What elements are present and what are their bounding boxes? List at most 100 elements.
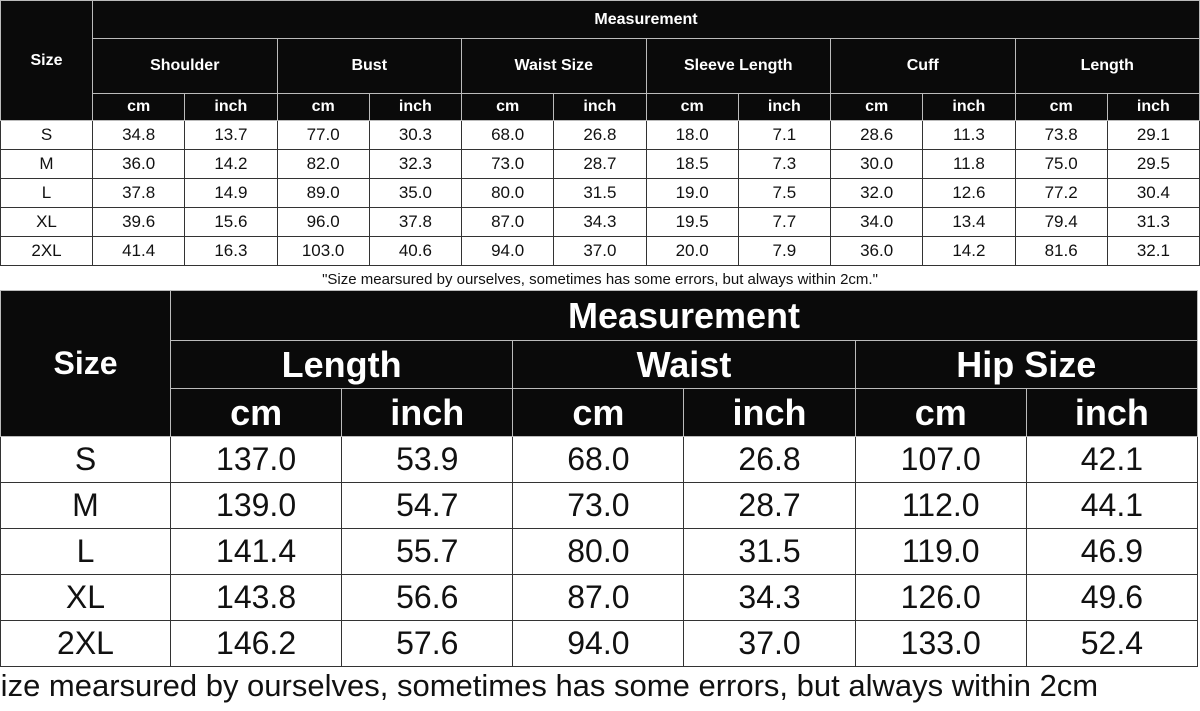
value-cell: 73.0 bbox=[460, 149, 555, 179]
table-row: M 139.0 54.7 73.0 28.7 112.0 44.1 bbox=[0, 482, 1199, 529]
group-header-cuff: Cuff bbox=[830, 38, 1016, 94]
table-row: XL 39.6 15.6 96.0 37.8 87.0 34.3 19.5 7.7 34.0 13.… bbox=[0, 207, 1200, 237]
value-cell: 32.0 bbox=[829, 178, 924, 208]
value-cell: 16.3 bbox=[184, 236, 278, 266]
value-cell: 19.0 bbox=[645, 178, 739, 208]
size-cell: S bbox=[0, 436, 171, 483]
value-cell: 28.7 bbox=[553, 149, 647, 179]
value-cell: 82.0 bbox=[276, 149, 370, 179]
value-cell: 112.0 bbox=[854, 482, 1027, 529]
value-cell: 32.3 bbox=[368, 149, 463, 179]
value-cell: 31.3 bbox=[1106, 207, 1200, 237]
unit-header-cm: cm bbox=[276, 93, 370, 121]
table-row: 2XL 146.2 57.6 94.0 37.0 133.0 52.4 bbox=[0, 620, 1199, 667]
value-cell: 141.4 bbox=[169, 528, 343, 575]
value-cell: 11.3 bbox=[922, 120, 1016, 150]
group-header-sleeve-length: Sleeve Length bbox=[645, 38, 831, 94]
value-cell: 94.0 bbox=[460, 236, 555, 266]
unit-header-cm: cm bbox=[169, 388, 343, 437]
unit-header-cm: cm bbox=[512, 388, 685, 437]
value-cell: 137.0 bbox=[169, 436, 343, 483]
unit-header-inch: inch bbox=[341, 388, 514, 437]
size-header: Size bbox=[0, 0, 93, 121]
value-cell: 55.7 bbox=[341, 528, 514, 575]
group-header-bust: Bust bbox=[276, 38, 462, 94]
measurement-header: Measurement bbox=[170, 290, 1198, 341]
group-header-waist: Waist bbox=[512, 340, 856, 389]
group-header-length: Length bbox=[1014, 38, 1200, 94]
value-cell: 44.1 bbox=[1025, 482, 1199, 529]
value-cell: 143.8 bbox=[169, 574, 343, 621]
unit-header-cm: cm bbox=[460, 93, 555, 121]
value-cell: 7.5 bbox=[737, 178, 832, 208]
value-cell: 7.7 bbox=[737, 207, 832, 237]
value-cell: 31.5 bbox=[683, 528, 856, 575]
size-cell: 2XL bbox=[0, 236, 93, 266]
value-cell: 77.0 bbox=[276, 120, 370, 150]
unit-header-cm: cm bbox=[1014, 93, 1108, 121]
value-cell: 30.0 bbox=[829, 149, 924, 179]
value-cell: 26.8 bbox=[553, 120, 647, 150]
value-cell: 73.0 bbox=[512, 482, 685, 529]
value-cell: 94.0 bbox=[512, 620, 685, 667]
value-cell: 19.5 bbox=[645, 207, 739, 237]
value-cell: 36.0 bbox=[91, 149, 186, 179]
value-cell: 36.0 bbox=[829, 236, 924, 266]
value-cell: 68.0 bbox=[512, 436, 685, 483]
value-cell: 13.7 bbox=[184, 120, 278, 150]
unit-header-cm: cm bbox=[91, 93, 186, 121]
value-cell: 119.0 bbox=[854, 528, 1027, 575]
bottom-measurement-note: Size mearsured by ourselves, sometimes h… bbox=[0, 668, 1099, 703]
value-cell: 12.6 bbox=[922, 178, 1016, 208]
value-cell: 29.5 bbox=[1106, 149, 1200, 179]
value-cell: 32.1 bbox=[1106, 236, 1200, 266]
value-cell: 79.4 bbox=[1014, 207, 1108, 237]
value-cell: 139.0 bbox=[169, 482, 343, 529]
table-row: L 37.8 14.9 89.0 35.0 80.0 31.5 19.0 7.5 32.0 12.6… bbox=[0, 178, 1200, 208]
value-cell: 35.0 bbox=[368, 178, 463, 208]
size-cell: M bbox=[0, 482, 171, 529]
table-row: 2XL 41.4 16.3 103.0 40.6 94.0 37.0 20.0 7.9 36.0 1… bbox=[0, 236, 1200, 266]
value-cell: 87.0 bbox=[460, 207, 555, 237]
value-cell: 37.0 bbox=[553, 236, 647, 266]
value-cell: 146.2 bbox=[169, 620, 343, 667]
value-cell: 34.8 bbox=[91, 120, 186, 150]
value-cell: 37.8 bbox=[91, 178, 186, 208]
value-cell: 75.0 bbox=[1014, 149, 1108, 179]
value-cell: 18.5 bbox=[645, 149, 739, 179]
measurement-header: Measurement bbox=[92, 0, 1200, 39]
value-cell: 57.6 bbox=[341, 620, 514, 667]
value-cell: 49.6 bbox=[1025, 574, 1199, 621]
value-cell: 28.6 bbox=[829, 120, 924, 150]
value-cell: 77.2 bbox=[1014, 178, 1108, 208]
value-cell: 80.0 bbox=[460, 178, 555, 208]
size-cell: 2XL bbox=[0, 620, 171, 667]
value-cell: 14.2 bbox=[922, 236, 1016, 266]
group-header-hip-size: Hip Size bbox=[854, 340, 1199, 389]
value-cell: 18.0 bbox=[645, 120, 739, 150]
unit-header-inch: inch bbox=[737, 93, 832, 121]
group-header-length: Length bbox=[169, 340, 514, 389]
value-cell: 7.1 bbox=[737, 120, 832, 150]
value-cell: 96.0 bbox=[276, 207, 370, 237]
value-cell: 20.0 bbox=[645, 236, 739, 266]
value-cell: 7.9 bbox=[737, 236, 832, 266]
value-cell: 26.8 bbox=[683, 436, 856, 483]
value-cell: 46.9 bbox=[1025, 528, 1199, 575]
group-header-waist-size: Waist Size bbox=[461, 38, 647, 94]
value-cell: 54.7 bbox=[341, 482, 514, 529]
value-cell: 103.0 bbox=[276, 236, 370, 266]
value-cell: 52.4 bbox=[1025, 620, 1199, 667]
unit-header-inch: inch bbox=[1106, 93, 1200, 121]
size-cell: XL bbox=[0, 207, 93, 237]
value-cell: 34.0 bbox=[829, 207, 924, 237]
table-row: S 137.0 53.9 68.0 26.8 107.0 42.1 bbox=[0, 436, 1199, 483]
size-header: Size bbox=[0, 290, 171, 437]
size-cell: L bbox=[0, 528, 171, 575]
value-cell: 7.3 bbox=[737, 149, 832, 179]
top-size-chart-table: Size Measurement Shoulder Bust Waist Size Sle… bbox=[0, 0, 1200, 292]
value-cell: 73.8 bbox=[1014, 120, 1108, 150]
table-row: XL 143.8 56.6 87.0 34.3 126.0 49.6 bbox=[0, 574, 1199, 621]
value-cell: 29.1 bbox=[1106, 120, 1200, 150]
group-header-shoulder: Shoulder bbox=[92, 38, 278, 94]
